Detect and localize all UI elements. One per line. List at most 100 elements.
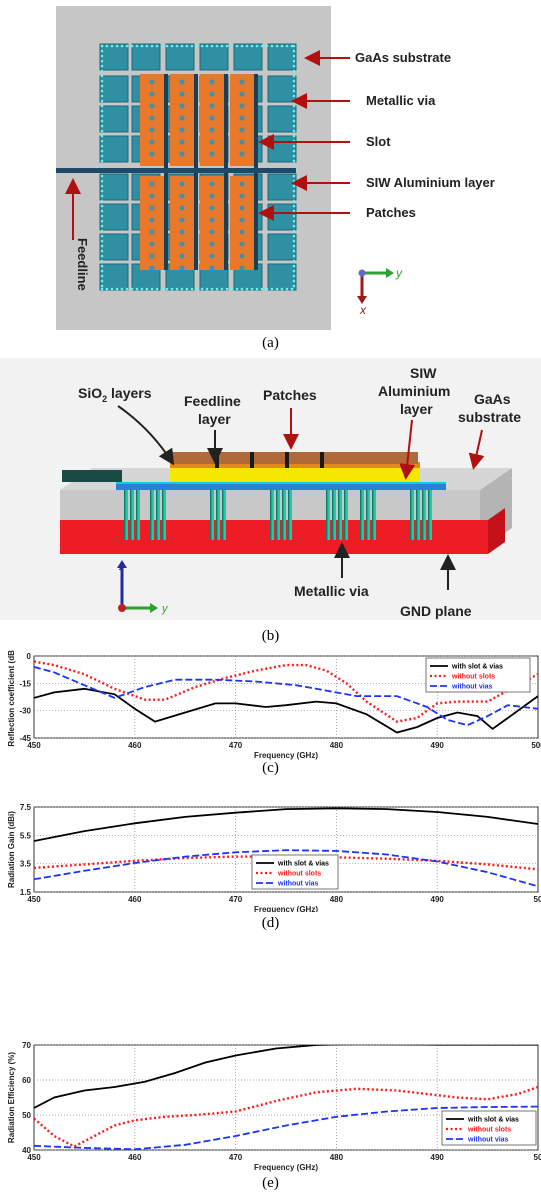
patch-via <box>149 193 155 199</box>
patch-via <box>239 181 245 187</box>
series-line-1 <box>34 687 538 734</box>
siw-tile <box>165 43 195 71</box>
patch-via <box>239 193 245 199</box>
via-pillar <box>416 490 420 540</box>
y-tick-label: 7.5 <box>20 803 32 812</box>
patch-via <box>149 217 155 223</box>
patch-via <box>149 115 155 121</box>
patch-via <box>149 229 155 235</box>
legend: with slot & vias without slots without via… <box>425 657 531 693</box>
via-pillar <box>366 490 370 540</box>
y-tick-label: 1.5 <box>20 888 32 897</box>
patch-via <box>179 217 185 223</box>
patch-via <box>149 241 155 247</box>
patch-via <box>239 265 245 271</box>
side-view-diagram: SiO2 layers Feedline layer Patches SIW A… <box>0 358 541 620</box>
via-pillar <box>344 490 348 540</box>
siw-tile <box>99 135 129 163</box>
via-pillar <box>276 490 280 540</box>
x-axis-label: Frequency (GHz) <box>254 905 318 912</box>
chart-e-efficiency: 450 460 470 480 490 50 70 60 50 40 Frequency (GHz)… <box>0 1037 541 1172</box>
patch-via <box>149 265 155 271</box>
patch-via <box>179 205 185 211</box>
series-line-3 <box>34 666 538 727</box>
patch-via <box>209 229 215 235</box>
siw-tile <box>99 75 129 103</box>
y-tick-label: -45 <box>19 734 31 743</box>
label-gnd: GND plane <box>400 603 472 619</box>
siw-tile <box>99 203 129 231</box>
series-line-3 <box>34 849 538 888</box>
patch-via <box>209 193 215 199</box>
siw-tile <box>99 105 129 133</box>
patch-via <box>239 253 245 259</box>
patch-via <box>239 151 245 157</box>
series-line-2 <box>34 1085 538 1148</box>
panel-a-top-view: GaAs substrate Metallic via Slot SIW Alu… <box>0 0 541 331</box>
label-feedline: Feedline <box>75 238 90 291</box>
label-metallic-via: Metallic via <box>366 93 436 108</box>
chart-e-svg: 450 460 470 480 490 50 70 60 50 40 Frequency (GHz)… <box>7 1041 541 1172</box>
via-pillar <box>124 490 128 540</box>
x-tick-label: 50 <box>534 895 541 904</box>
label-gaas-b: GaAs <box>474 391 511 407</box>
feedline-strip <box>62 470 122 482</box>
metallic-vias <box>124 490 432 540</box>
axis-indicator-zy: z y <box>117 560 169 615</box>
y-tick-label: -15 <box>19 679 31 688</box>
axis-indicator-xy: y x <box>357 266 403 317</box>
siw-tile <box>99 233 129 261</box>
x-tick-label: 450 <box>27 1153 41 1162</box>
via-pillar <box>288 490 292 540</box>
x-tick-label: 50 <box>534 1153 541 1162</box>
patch-via <box>179 265 185 271</box>
patch-array <box>140 74 258 271</box>
svg-text:layer: layer <box>198 411 231 427</box>
label-siw-layer: SIW Aluminium layer <box>366 175 495 190</box>
patch-via <box>209 127 215 133</box>
x-tick-label: 460 <box>128 1153 142 1162</box>
x-axis-label: Frequency (GHz) <box>254 751 318 760</box>
siw-tile <box>267 105 297 133</box>
siw-tile <box>267 43 297 71</box>
siw-tile <box>267 75 297 103</box>
legend-label: without vias <box>467 1137 509 1144</box>
via-pillar <box>270 490 274 540</box>
x-tick-label: 490 <box>431 895 445 904</box>
y-tick-label: 40 <box>22 1146 31 1155</box>
x-tick-label: 500 <box>531 741 541 750</box>
patch-via <box>239 127 245 133</box>
patch-via <box>179 103 185 109</box>
label-patches: Patches <box>366 205 416 220</box>
legend-label: without slots <box>277 871 321 878</box>
via-pillar <box>156 490 160 540</box>
patch-via <box>209 139 215 145</box>
legend-label: without slots <box>467 1127 511 1134</box>
patch-via <box>239 217 245 223</box>
x-tick-label: 470 <box>229 741 243 750</box>
siw-tile <box>99 173 129 201</box>
patch-via <box>179 151 185 157</box>
sio2-layers <box>170 466 420 482</box>
chart-c-reflection: 450 460 470 480 490 500 0 -15 -30 -45 Frequency (G… <box>0 647 541 760</box>
patch-via <box>239 115 245 121</box>
svg-text:layer: layer <box>400 401 433 417</box>
patch-via <box>179 193 185 199</box>
y-axis-label: Reflection coefficient (dB) <box>7 650 16 747</box>
legend: with slot & vias without slots without via… <box>441 1110 537 1146</box>
patch-via <box>239 103 245 109</box>
patch-via <box>179 229 185 235</box>
label-via-b: Metallic via <box>294 583 369 599</box>
via-pillar <box>216 490 220 540</box>
label-gaas-substrate: GaAs substrate <box>355 50 451 65</box>
via-pillar <box>282 490 286 540</box>
siw-tile <box>267 233 297 261</box>
feedline <box>56 168 296 173</box>
series-line-2 <box>34 660 538 723</box>
siw-tile <box>131 43 161 71</box>
patch-via <box>179 115 185 121</box>
y-tick-label: 50 <box>22 1111 31 1120</box>
patch-via <box>149 91 155 97</box>
caption-b: (b) <box>261 628 280 644</box>
x-tick-label: 480 <box>330 895 344 904</box>
